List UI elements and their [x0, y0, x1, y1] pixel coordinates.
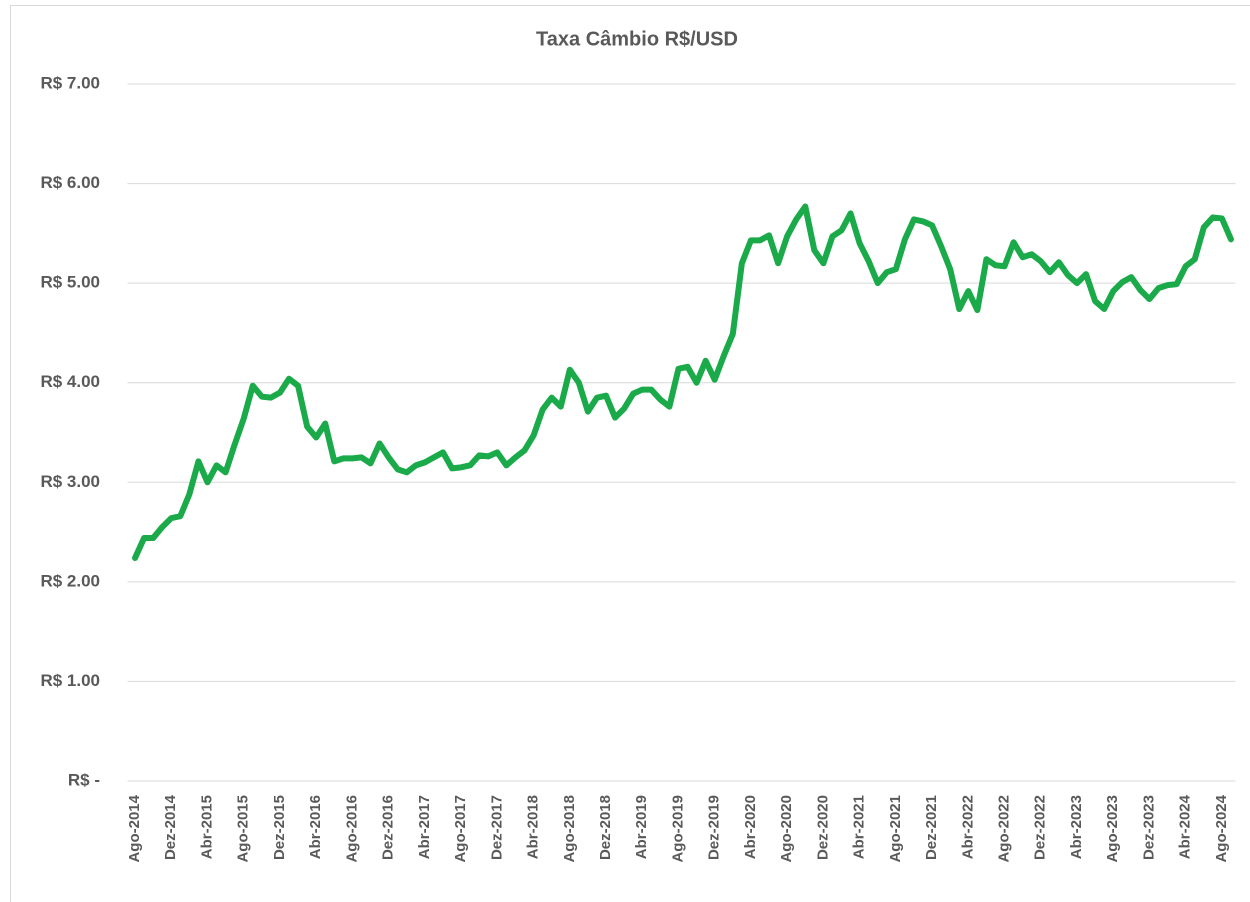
x-tick-label: Dez-2014 — [162, 794, 179, 860]
x-tick-label: Abr-2019 — [633, 795, 650, 859]
x-tick-label: Ago-2022 — [996, 795, 1013, 863]
x-tick-label: Abr-2020 — [742, 795, 759, 859]
x-tick-label: Ago-2018 — [561, 795, 578, 863]
x-tick-label: Ago-2015 — [235, 795, 252, 863]
x-tick-label: Ago-2020 — [778, 795, 795, 863]
y-tick-label: R$ 1.00 — [40, 671, 100, 690]
x-tick-label: Dez-2020 — [814, 795, 831, 860]
x-tick-label: Abr-2015 — [198, 795, 215, 859]
x-tick-label: Dez-2023 — [1140, 795, 1157, 860]
x-tick-label: Dez-2017 — [488, 795, 505, 860]
x-tick-label: Dez-2022 — [1032, 795, 1049, 860]
x-tick-label: Abr-2023 — [1068, 795, 1085, 859]
x-tick-label: Ago-2023 — [1104, 795, 1121, 863]
chart-title: Taxa Câmbio R$/USD — [536, 28, 738, 50]
x-tick-label: Abr-2017 — [416, 795, 433, 859]
x-tick-label: Abr-2018 — [525, 795, 542, 859]
y-tick-label: R$ 5.00 — [40, 273, 100, 292]
x-tick-label: Ago-2024 — [1213, 794, 1230, 862]
x-tick-label: Dez-2021 — [923, 795, 940, 860]
y-tick-label: R$ - — [68, 770, 100, 789]
y-tick-label: R$ 2.00 — [40, 571, 100, 590]
data-line — [132, 203, 1234, 561]
x-tick-label: Ago-2019 — [669, 795, 686, 863]
x-tick-label: Dez-2018 — [597, 795, 614, 860]
x-tick-label: Dez-2015 — [271, 795, 288, 860]
chart-border — [10, 5, 1250, 902]
y-tick-label: R$ 3.00 — [40, 472, 100, 491]
x-tick-label: Ago-2021 — [887, 795, 904, 863]
x-tick-label: Abr-2016 — [307, 795, 324, 859]
x-tick-label: Ago-2016 — [343, 795, 360, 863]
x-tick-label: Abr-2024 — [1177, 794, 1194, 859]
x-tick-label: Ago-2017 — [452, 795, 469, 863]
y-tick-label: R$ 6.00 — [40, 173, 100, 192]
x-tick-label: Dez-2019 — [706, 795, 723, 860]
x-tick-label: Dez-2016 — [380, 795, 397, 860]
x-tick-label: Abr-2021 — [851, 795, 868, 859]
y-tick-label: R$ 4.00 — [40, 372, 100, 391]
y-tick-label: R$ 7.00 — [40, 73, 100, 92]
x-tick-label: Ago-2014 — [126, 794, 143, 862]
x-tick-label: Abr-2022 — [959, 795, 976, 859]
